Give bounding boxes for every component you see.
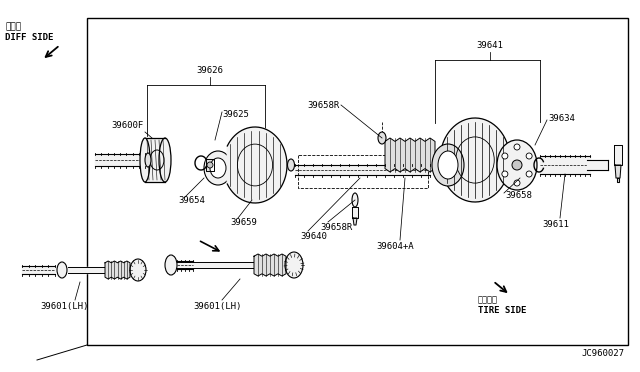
Text: 39634: 39634 [548, 113, 575, 122]
Polygon shape [254, 254, 286, 276]
Polygon shape [105, 261, 130, 279]
Ellipse shape [140, 138, 150, 182]
Text: タイヤ側: タイヤ側 [478, 295, 498, 304]
Text: 39625: 39625 [222, 110, 249, 119]
Circle shape [502, 153, 508, 159]
Ellipse shape [145, 153, 151, 167]
Polygon shape [352, 207, 358, 218]
Text: JC960027: JC960027 [581, 349, 624, 358]
Circle shape [512, 160, 522, 170]
Polygon shape [168, 262, 190, 268]
Ellipse shape [352, 193, 358, 207]
Polygon shape [177, 261, 193, 269]
Circle shape [514, 180, 520, 186]
Polygon shape [617, 178, 619, 182]
Ellipse shape [57, 262, 67, 278]
Text: 39658R: 39658R [320, 223, 352, 232]
Circle shape [207, 162, 213, 168]
Text: DIFF SIDE: DIFF SIDE [5, 33, 53, 42]
Ellipse shape [165, 255, 177, 275]
Ellipse shape [159, 138, 171, 182]
Polygon shape [295, 165, 430, 175]
Text: 39658R: 39658R [308, 100, 340, 109]
Ellipse shape [130, 259, 146, 281]
Ellipse shape [204, 151, 232, 185]
Polygon shape [385, 138, 435, 172]
Polygon shape [442, 118, 510, 202]
Polygon shape [22, 266, 55, 274]
Text: 39611: 39611 [543, 220, 570, 229]
Text: 39658: 39658 [505, 190, 532, 199]
Circle shape [526, 153, 532, 159]
Polygon shape [587, 160, 608, 170]
Text: 39626: 39626 [196, 66, 223, 75]
Polygon shape [68, 267, 115, 273]
Polygon shape [540, 156, 590, 174]
Text: 39604+A: 39604+A [376, 242, 414, 251]
Bar [87, 18, 628, 345]
Text: 39641: 39641 [477, 41, 504, 50]
Text: 39600F: 39600F [111, 121, 143, 130]
Circle shape [526, 171, 532, 177]
Circle shape [502, 171, 508, 177]
Ellipse shape [497, 140, 537, 190]
Ellipse shape [438, 151, 458, 179]
Polygon shape [145, 138, 165, 182]
Text: 39640: 39640 [300, 232, 327, 241]
Polygon shape [353, 218, 357, 225]
Polygon shape [614, 145, 622, 165]
Ellipse shape [210, 158, 226, 178]
Text: TIRE SIDE: TIRE SIDE [478, 306, 526, 315]
Ellipse shape [285, 252, 303, 278]
Polygon shape [615, 165, 621, 178]
Polygon shape [95, 154, 145, 166]
Circle shape [514, 144, 520, 150]
Polygon shape [186, 262, 258, 268]
Ellipse shape [378, 132, 386, 144]
Text: デフ側: デフ側 [5, 22, 21, 31]
Text: 39654: 39654 [178, 196, 205, 205]
Polygon shape [227, 127, 287, 203]
Polygon shape [206, 159, 214, 171]
Ellipse shape [432, 144, 464, 186]
Text: 39659: 39659 [230, 218, 257, 227]
Text: 39601(LH): 39601(LH) [41, 302, 89, 311]
Ellipse shape [287, 159, 294, 171]
Text: 39601(LH): 39601(LH) [194, 302, 242, 311]
